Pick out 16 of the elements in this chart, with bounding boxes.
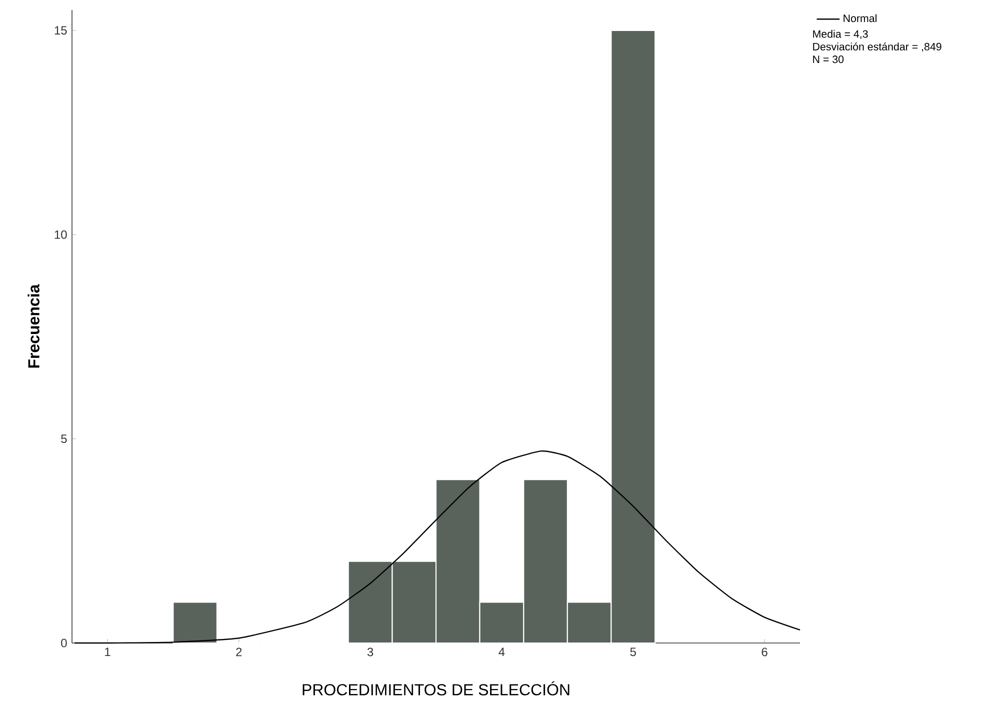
text: Media = 4,3 xyxy=(813,30,868,40)
y-tick-label: 5 xyxy=(61,434,67,443)
y-axis-title: Frecuencia xyxy=(28,284,40,368)
x-tick-label: 3 xyxy=(367,648,374,656)
text: Desviación estándar = ,849 xyxy=(813,42,942,52)
x-tick-label: 6 xyxy=(762,648,768,656)
x-tick-label: 1 xyxy=(105,648,110,656)
y-tick-label: 0 xyxy=(61,638,67,648)
x-tick-label: 4 xyxy=(498,648,505,656)
text: N = 30 xyxy=(813,56,844,64)
x-axis-title: PROCEDIMIENTOS DE SELECCIÓN xyxy=(302,681,570,696)
legend-label: Normal xyxy=(844,14,876,22)
x-tick-label: 2 xyxy=(236,648,242,656)
y-tick-label: 10 xyxy=(54,230,67,239)
x-tick-label: 5 xyxy=(630,648,636,656)
y-tick-label: 15 xyxy=(54,26,67,35)
